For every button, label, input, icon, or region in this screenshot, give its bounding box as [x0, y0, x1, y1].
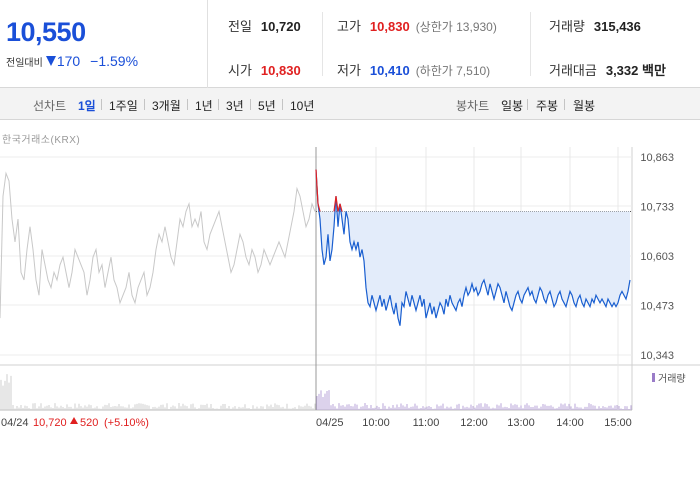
stat-value: 10,720: [260, 19, 301, 34]
volume-legend: 거래량: [652, 373, 686, 385]
price-change-row: 전일대비 170 −1.59%: [6, 53, 138, 69]
divider: [527, 99, 528, 110]
stat-low: 저가 10,410 (하한가 7,510): [337, 60, 490, 79]
range-tab-10y[interactable]: 10년: [290, 99, 315, 113]
volume-bars: [0, 374, 632, 410]
above-prev-close-segment: [339, 203, 343, 212]
x-axis-labels: 04/25 10:00 11:00 12:00 13:00 14:00 15:00: [316, 417, 632, 429]
data-source: 한국거래소(KRX): [2, 135, 81, 146]
change-label: 전일대비: [6, 57, 43, 69]
current-price: 10,550: [6, 17, 86, 47]
price-chart[interactable]: 10,863 10,733 10,603 10,473 10,343 04/25 10:0…: [0, 130, 700, 490]
above-prev-close-segment: [337, 203, 341, 212]
volume-legend-label: 거래량: [658, 373, 686, 385]
stat-value: 10,830: [260, 63, 301, 78]
range-tab-3y[interactable]: 3년: [226, 99, 244, 113]
range-tab-1w[interactable]: 1주일: [109, 99, 138, 113]
x-tick-label: 04/25: [316, 417, 344, 429]
down-triangle-icon: [45, 56, 56, 66]
price-lines: [0, 169, 631, 326]
candle-tab-monthly[interactable]: 월봉: [573, 99, 596, 113]
range-tab-1y[interactable]: 1년: [195, 99, 213, 113]
divider: [187, 99, 188, 110]
volume-legend-swatch: [652, 373, 655, 382]
range-tab-5y[interactable]: 5년: [258, 99, 276, 113]
up-triangle-icon: [70, 417, 78, 424]
quote-header: 10,550 전일대비 170 −1.59% 전일 10,720 시가 10,8…: [0, 0, 700, 88]
stat-volume: 거래량 315,436: [549, 16, 641, 35]
y-tick-label: 10,863: [640, 152, 674, 164]
stat-label: 전일: [228, 19, 252, 34]
stat-label: 저가: [337, 63, 361, 78]
y-tick-label: 10,733: [640, 202, 674, 214]
x-tick-label: 13:00: [507, 417, 535, 429]
prev-day-close: 10,720: [33, 417, 67, 429]
prev-day-label: 04/24 10,720 520 (+5.10%): [1, 417, 149, 429]
divider: [144, 99, 145, 110]
change-value: 170: [56, 53, 81, 69]
divider: [530, 12, 531, 76]
stat-value: 10,410: [369, 63, 410, 78]
above-prev-close-segment: [335, 196, 339, 212]
today-area-fill: [316, 211, 630, 326]
candle-tab-weekly[interactable]: 주봉: [536, 99, 559, 113]
stat-value: 3,332 백만: [605, 63, 666, 78]
above-prev-close-segment: [315, 169, 319, 204]
x-tick-label: 12:00: [460, 417, 488, 429]
stat-label: 거래대금: [549, 63, 597, 78]
above-prev-close-segment: [317, 203, 321, 212]
y-tick-label: 10,473: [640, 301, 674, 313]
chart-toolbar: 선차트 1일 1주일 3개월 1년 3년 5년 10년 봉차트 일봉 주봉 월봉: [0, 88, 700, 120]
prev-day-price-line: [0, 171, 316, 319]
divider: [250, 99, 251, 110]
prev-day-change: 520: [80, 417, 98, 429]
stat-high: 고가 10,830 (상한가 13,930): [337, 16, 497, 35]
range-tab-3m[interactable]: 3개월: [152, 99, 181, 113]
divider: [282, 99, 283, 110]
divider: [564, 99, 565, 110]
x-tick-label: 10:00: [362, 417, 390, 429]
candle-chart-label: 봉차트: [456, 99, 490, 113]
candle-tab-daily[interactable]: 일봉: [501, 99, 524, 113]
divider: [101, 99, 102, 110]
stat-value: 315,436: [593, 19, 641, 34]
change-rate: −1.59%: [90, 53, 139, 69]
stat-label: 거래량: [549, 19, 585, 34]
y-axis-labels: 10,863 10,733 10,603 10,473 10,343: [640, 152, 674, 362]
x-tick-label: 11:00: [413, 417, 440, 429]
divider: [322, 12, 323, 76]
price-summary: 10,550 전일대비 170 −1.59%: [0, 0, 208, 88]
stat-open: 시가 10,830: [228, 60, 301, 79]
stat-value: 10,830: [369, 19, 410, 34]
stat-turnover: 거래대금 3,332 백만: [549, 60, 666, 79]
today-price-line: [315, 169, 631, 326]
stat-prev-close: 전일 10,720: [228, 16, 301, 35]
y-tick-label: 10,603: [640, 251, 674, 263]
upper-limit: (상한가 13,930): [415, 20, 497, 34]
line-chart-label: 선차트: [33, 99, 67, 113]
lower-limit: (하한가 7,510): [415, 64, 491, 78]
x-tick-label: 15:00: [604, 417, 632, 429]
x-tick-label: 14:00: [556, 417, 584, 429]
below-prev-close-fill: [316, 211, 630, 326]
stat-label: 고가: [337, 19, 361, 34]
y-tick-label: 10,343: [640, 350, 674, 362]
prev-day-date: 04/24: [1, 417, 29, 429]
prev-day-rate: (+5.10%): [104, 417, 149, 429]
above-prev-close-segment: [333, 196, 337, 212]
range-tab-1d[interactable]: 1일: [78, 99, 96, 113]
divider: [218, 99, 219, 110]
stat-label: 시가: [228, 63, 252, 78]
